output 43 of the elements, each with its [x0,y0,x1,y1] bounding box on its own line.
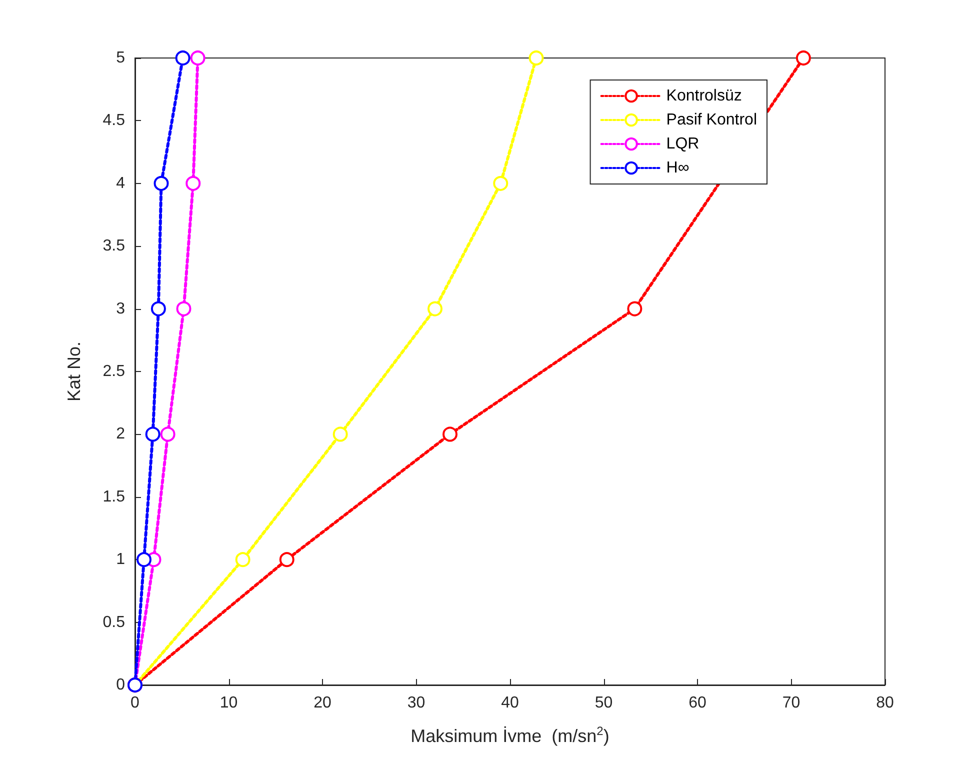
y-tick-label: 3.5 [102,238,126,255]
point [176,301,192,316]
legend-label: Kontrolsüz [666,88,742,104]
x-tick-label: 70 [782,694,800,712]
x-tick-label: 0 [130,694,140,712]
point [332,426,348,442]
x-tick-label: 10 [220,694,238,712]
x-tick-label: 40 [501,694,519,712]
x-tick-label: 20 [314,694,332,712]
x-tick-label: 30 [407,694,426,712]
point [145,426,160,442]
point [627,301,642,316]
x-tick-label: 80 [876,694,894,712]
point [279,552,294,568]
y-tick-label: 0.5 [102,614,126,631]
point [493,176,508,191]
point [175,50,190,66]
point [796,50,811,66]
point [136,552,152,568]
point [528,50,544,66]
point [186,176,201,191]
y-tick-label: 1.5 [102,488,126,506]
legend-label: LQR [666,136,700,152]
point [442,426,458,442]
y-tick-label: 1 [116,551,126,568]
x-tick-label: 60 [688,694,706,712]
point [154,176,169,191]
point [190,50,206,66]
y-tick-label: 2.5 [102,363,126,380]
y-tick-label: 4 [116,174,126,192]
point [428,301,442,316]
legend-label: H∞ [666,160,690,176]
y-tick-label: 5 [116,50,126,66]
point [235,552,250,568]
x-tick-label: 50 [594,694,613,712]
point [150,301,166,316]
y-tick-label: 0 [116,676,126,694]
point [160,426,176,442]
y-tick-label: 3 [116,300,126,318]
y-tick-label: 4.5 [102,112,126,130]
legend-label: Pasif Kontrol [666,112,758,128]
y-axis-title: Kat No. [64,341,84,402]
y-tick-label: 2 [116,426,126,443]
